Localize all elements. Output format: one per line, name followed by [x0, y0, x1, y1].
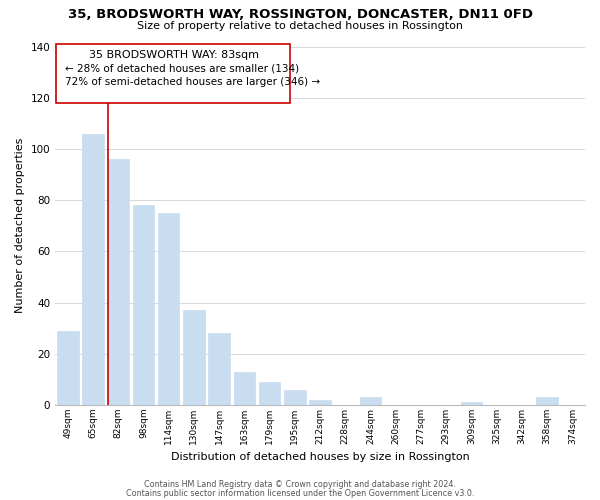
Bar	[360, 398, 381, 405]
X-axis label: Distribution of detached houses by size in Rossington: Distribution of detached houses by size …	[171, 452, 469, 462]
Y-axis label: Number of detached properties: Number of detached properties	[15, 138, 25, 314]
Bar	[158, 213, 179, 405]
Bar	[57, 331, 79, 405]
Text: Size of property relative to detached houses in Rossington: Size of property relative to detached ho…	[137, 21, 463, 31]
Text: Contains public sector information licensed under the Open Government Licence v3: Contains public sector information licen…	[126, 489, 474, 498]
Bar	[56, 44, 290, 103]
Bar	[183, 310, 205, 405]
Bar	[107, 159, 129, 405]
Text: Contains HM Land Registry data © Crown copyright and database right 2024.: Contains HM Land Registry data © Crown c…	[144, 480, 456, 489]
Bar	[259, 382, 280, 405]
Bar	[461, 402, 482, 405]
Text: 35 BRODSWORTH WAY: 83sqm: 35 BRODSWORTH WAY: 83sqm	[89, 50, 259, 60]
Bar	[536, 398, 558, 405]
Bar	[208, 334, 230, 405]
Bar	[82, 134, 104, 405]
Bar	[233, 372, 255, 405]
Bar	[133, 206, 154, 405]
Bar	[284, 390, 305, 405]
Text: 72% of semi-detached houses are larger (346) →: 72% of semi-detached houses are larger (…	[65, 77, 320, 87]
Bar	[310, 400, 331, 405]
Text: 35, BRODSWORTH WAY, ROSSINGTON, DONCASTER, DN11 0FD: 35, BRODSWORTH WAY, ROSSINGTON, DONCASTE…	[67, 8, 533, 20]
Text: ← 28% of detached houses are smaller (134): ← 28% of detached houses are smaller (13…	[65, 63, 299, 73]
